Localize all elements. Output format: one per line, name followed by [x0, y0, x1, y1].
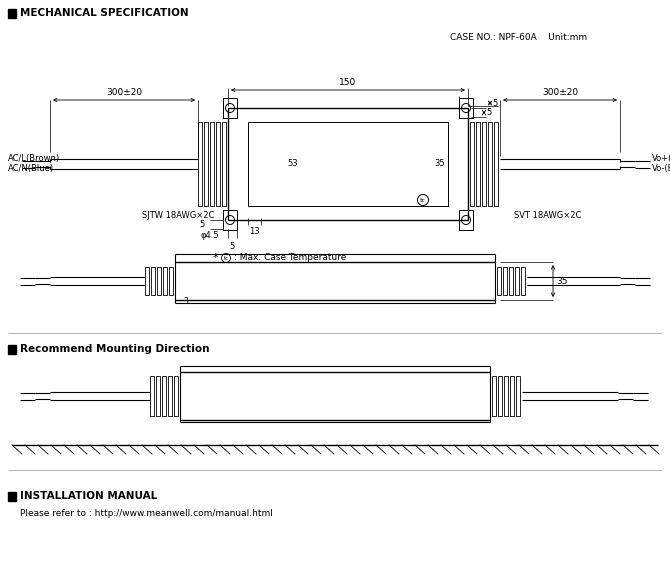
Bar	[168, 376, 172, 416]
Text: 5: 5	[486, 108, 491, 117]
Text: Vo-(Black): Vo-(Black)	[652, 163, 670, 172]
Bar	[162, 376, 166, 416]
Text: tc: tc	[223, 256, 228, 260]
Bar	[223, 98, 237, 118]
Text: Vo+(Red): Vo+(Red)	[652, 154, 670, 163]
Bar	[497, 267, 501, 295]
Bar	[492, 376, 496, 416]
Bar	[163, 267, 167, 295]
Text: AC/L(Brown): AC/L(Brown)	[8, 154, 60, 163]
Bar	[145, 267, 149, 295]
Bar	[476, 122, 480, 206]
Text: 53: 53	[287, 159, 298, 168]
Bar	[8, 492, 16, 501]
Bar	[504, 376, 508, 416]
Bar	[204, 122, 208, 206]
Bar	[8, 9, 16, 18]
Bar	[516, 376, 520, 416]
Text: *: *	[212, 253, 218, 263]
Text: SJTW 18AWG×2C: SJTW 18AWG×2C	[142, 210, 214, 219]
Text: SVT 18AWG×2C: SVT 18AWG×2C	[515, 210, 582, 219]
Bar	[494, 122, 498, 206]
Bar	[198, 122, 202, 206]
Text: 13: 13	[249, 227, 259, 236]
Bar	[459, 98, 473, 118]
Bar	[482, 122, 486, 206]
Text: 300±20: 300±20	[106, 88, 142, 97]
Text: : Max. Case Temperature: : Max. Case Temperature	[234, 253, 346, 263]
Bar	[151, 267, 155, 295]
Text: 150: 150	[340, 78, 356, 87]
Bar	[169, 267, 173, 295]
Bar	[470, 122, 474, 206]
Bar	[174, 376, 178, 416]
Text: 300±20: 300±20	[542, 88, 578, 97]
Bar	[248, 122, 448, 206]
Bar	[503, 267, 507, 295]
Text: Recommend Mounting Direction: Recommend Mounting Direction	[20, 344, 210, 354]
Bar	[521, 267, 525, 295]
Bar	[210, 122, 214, 206]
Text: φ4.5: φ4.5	[201, 231, 219, 240]
Bar	[510, 376, 514, 416]
Text: CASE NO.: NPF-60A    Unit:mm: CASE NO.: NPF-60A Unit:mm	[450, 33, 587, 43]
Text: 5: 5	[200, 220, 204, 229]
Text: 5: 5	[230, 242, 235, 251]
Bar	[498, 376, 502, 416]
Text: MECHANICAL SPECIFICATION: MECHANICAL SPECIFICATION	[20, 8, 189, 18]
Bar	[515, 267, 519, 295]
Bar	[222, 122, 226, 206]
Text: 35: 35	[435, 159, 446, 168]
Text: 5: 5	[492, 99, 497, 108]
Text: INSTALLATION MANUAL: INSTALLATION MANUAL	[20, 491, 157, 501]
Bar	[509, 267, 513, 295]
Text: AC/N(Blue): AC/N(Blue)	[8, 163, 54, 172]
Bar	[150, 376, 154, 416]
Text: tc: tc	[420, 197, 426, 202]
Bar	[156, 376, 160, 416]
Text: 35: 35	[556, 277, 567, 286]
Text: 3: 3	[184, 297, 188, 306]
Bar	[8, 345, 16, 354]
Bar	[459, 210, 473, 230]
Bar	[216, 122, 220, 206]
Bar	[157, 267, 161, 295]
Bar	[228, 108, 468, 220]
Bar	[223, 210, 237, 230]
Text: Please refer to : http://www.meanwell.com/manual.html: Please refer to : http://www.meanwell.co…	[20, 510, 273, 518]
Bar	[488, 122, 492, 206]
